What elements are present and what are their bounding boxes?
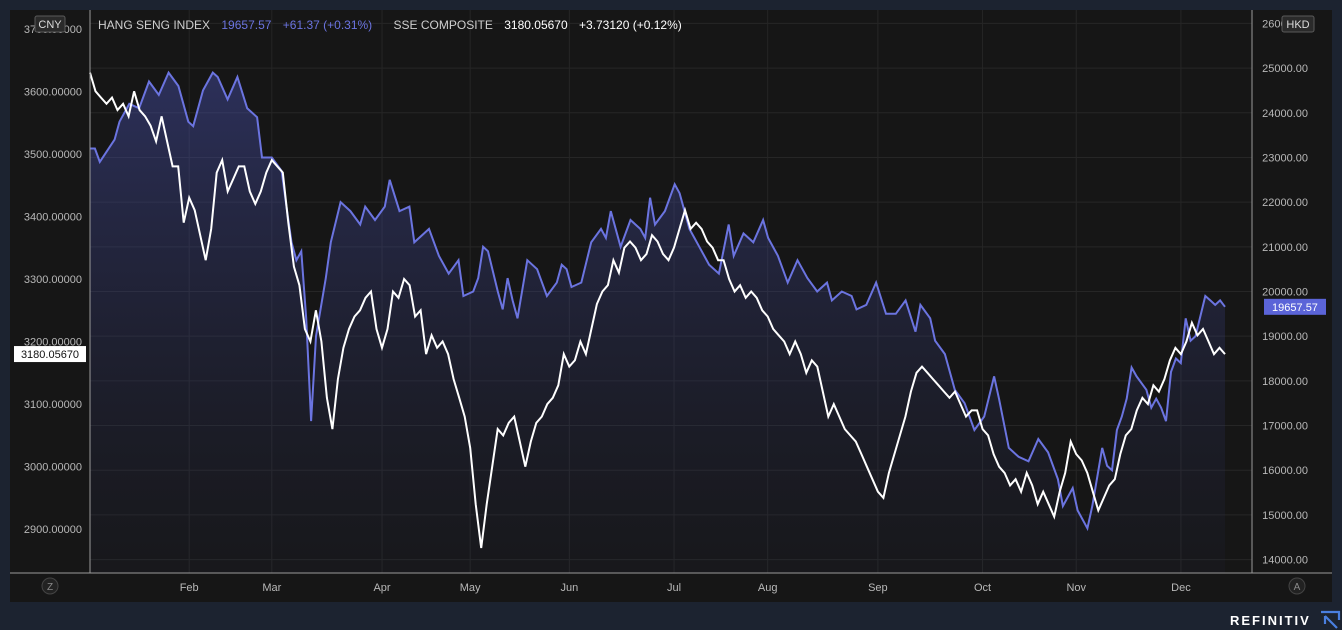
x-tick-label: Feb bbox=[180, 582, 199, 594]
legend-sse-change: +3.73120 (+0.12%) bbox=[579, 18, 682, 32]
x-tick-label: May bbox=[460, 582, 481, 594]
x-tick-label: Oct bbox=[974, 582, 991, 594]
auto-scale-a-button[interactable]: A bbox=[1288, 577, 1306, 595]
x-axis-tick-labels: Feb Mar Apr May Jun Jul Aug Sep Oct Nov Dec bbox=[180, 582, 1192, 594]
legend-hsi-name: HANG SENG INDEX bbox=[98, 18, 210, 32]
legend-sse-name: SSE COMPOSITE bbox=[394, 18, 493, 32]
sse-last-value: 3180.05670 bbox=[21, 349, 79, 361]
right-axis-tick-labels: 26000.0025000.0024000.0023000.0022000.00… bbox=[1262, 18, 1308, 566]
left-tick-label: 3000.00000 bbox=[24, 462, 82, 474]
right-tick-label: 15000.00 bbox=[1262, 510, 1308, 522]
sse-series-line bbox=[89, 72, 1226, 549]
hsi-last-value: 19657.57 bbox=[1272, 302, 1318, 314]
right-tick-label: 17000.00 bbox=[1262, 421, 1308, 433]
right-tick-label: 16000.00 bbox=[1262, 465, 1308, 477]
x-tick-label: Nov bbox=[1066, 582, 1086, 594]
legend-hsi-change: +61.37 (+0.31%) bbox=[283, 18, 372, 32]
x-tick-label: Apr bbox=[373, 582, 390, 594]
zoom-z-button[interactable]: Z bbox=[41, 577, 59, 595]
sse-last-value-marker: 3180.05670 bbox=[14, 346, 86, 363]
a-label: A bbox=[1294, 582, 1301, 593]
left-tick-label: 2900.00000 bbox=[24, 524, 82, 536]
right-tick-label: 20000.00 bbox=[1262, 287, 1308, 299]
right-tick-label: 19000.00 bbox=[1262, 331, 1308, 343]
hkd-currency-badge[interactable]: HKD bbox=[1281, 15, 1315, 33]
x-tick-label: Dec bbox=[1171, 582, 1191, 594]
left-tick-label: 3600.00000 bbox=[24, 86, 82, 98]
refinitiv-brand: REFINITIV bbox=[1230, 610, 1341, 630]
cny-label: CNY bbox=[38, 19, 62, 31]
hsi-series-line bbox=[90, 70, 1226, 532]
refinitiv-logo-icon bbox=[1320, 610, 1340, 629]
legend-hsi-last: 19657.57 bbox=[221, 18, 271, 32]
chart-panel: 3700.000003600.000003500.000003400.00000… bbox=[10, 10, 1332, 602]
left-axis-tick-labels: 3700.000003600.000003500.000003400.00000… bbox=[24, 24, 82, 536]
right-tick-label: 23000.00 bbox=[1262, 152, 1308, 164]
x-tick-label: Mar bbox=[262, 582, 281, 594]
left-tick-label: 3300.00000 bbox=[24, 274, 82, 286]
x-tick-label: Sep bbox=[868, 582, 888, 594]
legend-hsi: HANG SENG INDEX 19657.57 +61.37 (+0.31%)… bbox=[98, 18, 682, 32]
right-tick-label: 14000.00 bbox=[1262, 555, 1308, 567]
right-tick-label: 24000.00 bbox=[1262, 108, 1308, 120]
hsi-area-fill bbox=[90, 72, 1225, 573]
left-tick-label: 3100.00000 bbox=[24, 399, 82, 411]
hsi-last-value-marker: 19657.57 bbox=[1264, 298, 1326, 315]
cny-currency-badge[interactable]: CNY bbox=[34, 15, 66, 33]
legend-sse-last: 3180.05670 bbox=[504, 18, 568, 32]
dual-axis-line-chart: 3700.000003600.000003500.000003400.00000… bbox=[10, 10, 1332, 595]
x-tick-label: Jul bbox=[667, 582, 681, 594]
left-tick-label: 3500.00000 bbox=[24, 149, 82, 161]
right-tick-label: 25000.00 bbox=[1262, 63, 1308, 75]
z-label: Z bbox=[47, 582, 53, 593]
hkd-label: HKD bbox=[1286, 19, 1309, 31]
left-tick-label: 3400.00000 bbox=[24, 211, 82, 223]
x-tick-label: Aug bbox=[758, 582, 778, 594]
right-tick-label: 21000.00 bbox=[1262, 242, 1308, 254]
right-tick-label: 22000.00 bbox=[1262, 197, 1308, 209]
right-tick-label: 18000.00 bbox=[1262, 376, 1308, 388]
x-tick-label: Jun bbox=[560, 582, 578, 594]
left-tick-label: 3200.00000 bbox=[24, 337, 82, 349]
brand-text: REFINITIV bbox=[1230, 612, 1311, 628]
